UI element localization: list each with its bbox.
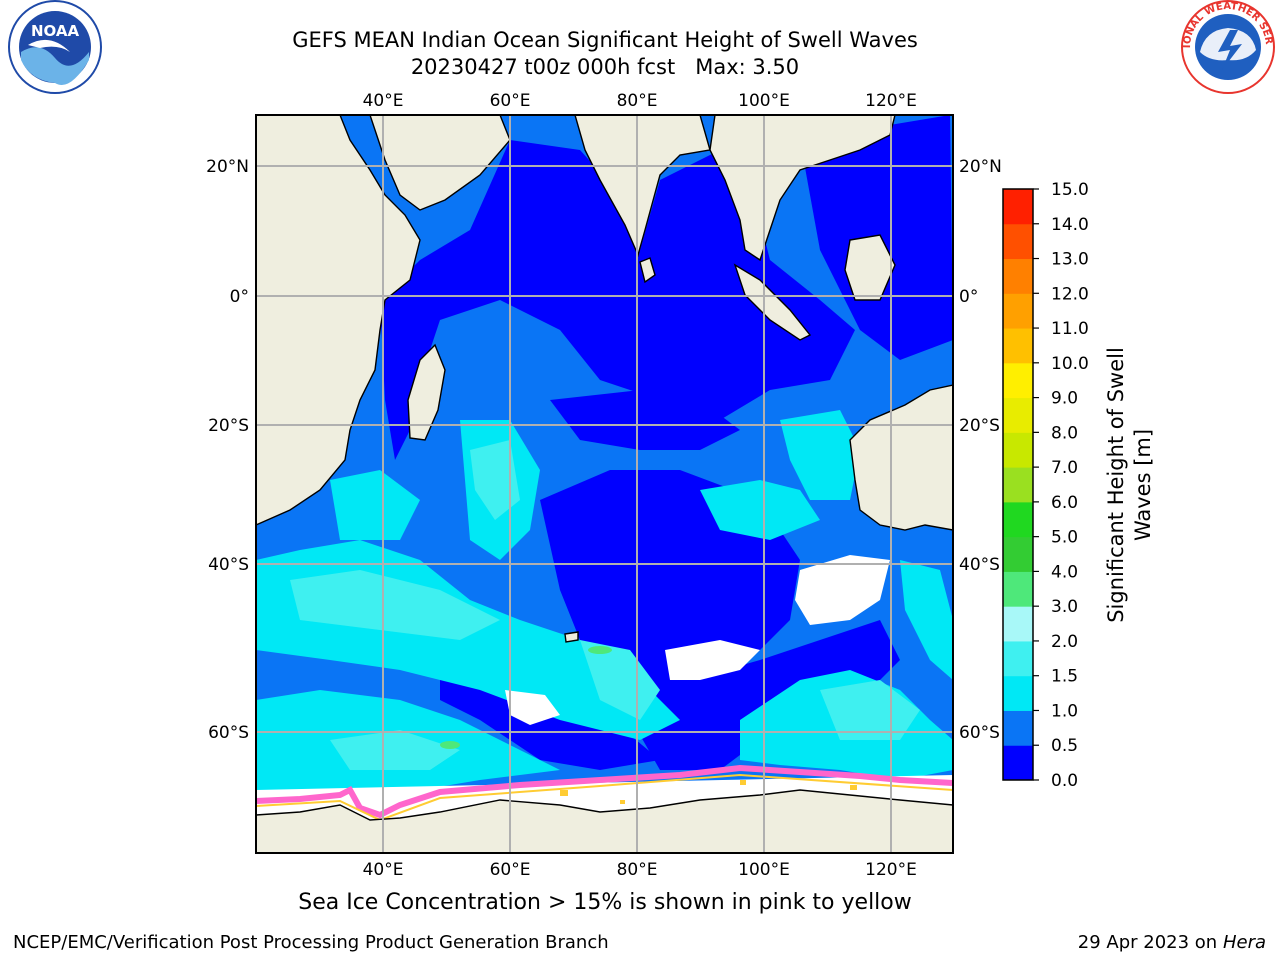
lon-ticks-bottom: 40°E 60°E 80°E 100°E 120°E — [363, 860, 917, 880]
colorbar-level-label: 1.0 — [1051, 701, 1078, 721]
sea-ice-caption: Sea Ice Concentration > 15% is shown in … — [298, 890, 912, 915]
colorbar-swatch — [1003, 189, 1033, 225]
colorbar-level-label: 0.0 — [1051, 771, 1078, 791]
footer-credit: NCEP/EMC/Verification Post Processing Pr… — [13, 932, 609, 953]
colorbar: 0.0 0.5 1.0 1.5 2.0 3.0 4.0 5.0 6.0 7.0 8.0 9.0 10.0… — [1002, 180, 1089, 791]
colorbar-swatch — [1003, 328, 1033, 364]
colorbar-swatch — [1003, 362, 1033, 399]
colorbar-swatch — [1003, 745, 1033, 781]
colorbar-level-label: 13.0 — [1051, 250, 1089, 270]
colorbar-level-label: 11.0 — [1051, 319, 1089, 339]
colorbar-swatch — [1003, 223, 1033, 260]
nws-logo: NATIONAL WEATHER SERVICE — [0, 0, 1275, 94]
colorbar-level-label: 9.0 — [1051, 389, 1078, 409]
colorbar-swatch — [1003, 571, 1033, 607]
lat-tick-right-4: 60°S — [959, 723, 1000, 743]
colorbar-swatch — [1003, 606, 1033, 642]
borneo-land — [844, 234, 896, 301]
colorbar-swatch — [1003, 467, 1033, 503]
colorbar-swatch — [1003, 432, 1033, 468]
colorbar-level-label: 14.0 — [1051, 215, 1089, 235]
lat-tick-left-0: 20°N — [206, 157, 249, 177]
noaa-logo-text: NOAA — [31, 22, 80, 40]
lon-tick-top-4: 120°E — [865, 91, 917, 111]
lat-tick-left-3: 40°S — [208, 555, 249, 575]
lon-tick-top-1: 60°E — [490, 91, 531, 111]
lon-tick-top-2: 80°E — [617, 91, 658, 111]
noaa-logo: NOAA — [8, 0, 102, 94]
lat-tick-left-1: 0° — [230, 287, 249, 307]
lon-tick-bottom-4: 120°E — [865, 860, 917, 880]
footer-date-text: 29 Apr 2023 on — [1077, 932, 1223, 953]
lon-tick-bottom-3: 100°E — [738, 860, 790, 880]
colorbar-level-label: 10.0 — [1051, 354, 1089, 374]
colorbar-swatch — [1003, 501, 1033, 538]
swell-max-patches — [440, 646, 612, 749]
lon-tick-top-0: 40°E — [363, 91, 404, 111]
srilanka-land — [639, 257, 656, 284]
footer-machine: Hera — [1222, 932, 1266, 953]
nws-logo-ring-text: NATIONAL WEATHER SERVICE — [0, 0, 1274, 48]
chart-title: GEFS MEAN Indian Ocean Significant Heigh… — [292, 28, 918, 52]
chart-subtitle: 20230427 t00z 000h fcst Max: 3.50 — [410, 55, 800, 79]
lat-tick-right-0: 20°N — [959, 157, 1002, 177]
colorbar-level-label: 5.0 — [1051, 528, 1078, 548]
lon-tick-bottom-0: 40°E — [363, 860, 404, 880]
lat-ticks-left: 20°N 0° 20°S 40°S 60°S — [206, 157, 249, 743]
lat-tick-right-2: 20°S — [959, 416, 1000, 436]
colorbar-level-label: 15.0 — [1051, 180, 1089, 200]
antarctica-land — [256, 789, 953, 853]
colorbar-level-label: 7.0 — [1051, 458, 1078, 478]
footer-date: 29 Apr 2023 on Hera — [1078, 932, 1266, 953]
colorbar-label-line2: Waves [m] — [1131, 429, 1155, 541]
lat-tick-right-3: 40°S — [959, 555, 1000, 575]
arabia-land — [369, 115, 511, 211]
colorbar-level-label: 0.5 — [1051, 736, 1078, 756]
colorbar-frame — [1002, 188, 1034, 781]
colorbar-level-label: 2.0 — [1051, 632, 1078, 652]
colorbar-label-line1: Significant Height of Swell — [1104, 347, 1128, 623]
map-frame — [255, 114, 954, 854]
colorbar-swatch — [1003, 293, 1033, 329]
colorbar-level-label: 4.0 — [1051, 562, 1078, 582]
lat-ticks-right: 20°N 0° 20°S 40°S 60°S — [959, 157, 1002, 743]
swell-light-regions — [290, 440, 920, 770]
lon-tick-bottom-1: 60°E — [490, 860, 531, 880]
colorbar-level-label: 3.0 — [1051, 597, 1078, 617]
map-grid — [256, 115, 953, 853]
lon-ticks-top: 40°E 60°E 80°E 100°E 120°E — [363, 91, 917, 111]
lon-tick-bottom-2: 80°E — [617, 860, 658, 880]
colorbar-swatch — [1003, 640, 1033, 677]
colorbar-swatch — [1003, 675, 1033, 711]
colorbar-swatch — [1003, 258, 1033, 294]
lat-tick-left-4: 60°S — [208, 723, 249, 743]
lat-tick-left-2: 20°S — [208, 416, 249, 436]
colorbar-level-label: 1.5 — [1051, 667, 1078, 687]
seasia-land — [709, 115, 896, 262]
lat-tick-right-1: 0° — [959, 287, 978, 307]
colorbar-swatch — [1003, 710, 1033, 746]
colorbar-swatch — [1003, 536, 1033, 572]
colorbar-level-label: 6.0 — [1051, 493, 1078, 513]
colorbar-swatch — [1003, 397, 1033, 433]
map-panel — [256, 115, 953, 853]
land-masses — [256, 115, 953, 853]
colorbar-level-label: 12.0 — [1051, 284, 1089, 304]
india-land — [574, 115, 711, 258]
colorbar-level-label: 8.0 — [1051, 423, 1078, 443]
nws-logo-text: NATIONAL WEATHER SERVICE — [0, 0, 1274, 48]
lon-tick-top-3: 100°E — [738, 91, 790, 111]
australia-land — [849, 384, 953, 531]
kerguelen-land — [564, 631, 579, 643]
